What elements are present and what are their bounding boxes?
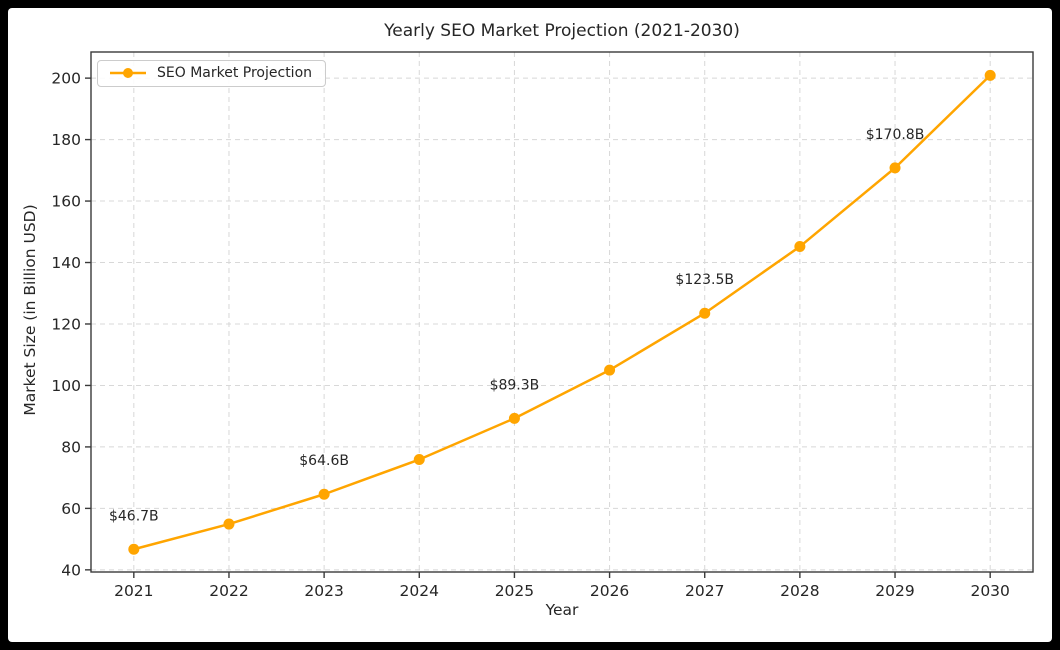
plot-canvas: 40 60 80 100 120 140 160 180 200 2021 2022 2023 2024…	[51, 51, 1034, 600]
x-tick-label: 2025	[495, 582, 534, 600]
chart-title: Yearly SEO Market Projection (2021-2030)	[384, 21, 740, 41]
data-point-2021	[128, 543, 140, 555]
legend-line-sample	[110, 68, 146, 78]
data-point-2029	[889, 162, 901, 174]
annotation-label: $170.8B	[866, 127, 925, 143]
y-tick-label: 120	[51, 315, 81, 333]
x-tick-label: 2026	[590, 582, 629, 600]
y-axis-label: Market Size (in Billion USD)	[21, 204, 39, 416]
y-tick-label: 180	[51, 131, 81, 149]
data-point-2026	[604, 364, 616, 376]
data-point-2028	[794, 241, 806, 253]
data-point-2022	[223, 518, 235, 530]
data-point-2027	[699, 307, 711, 319]
axes-spines	[90, 51, 1034, 573]
legend-label: SEO Market Projection	[157, 65, 313, 81]
annotation-label: $123.5B	[675, 272, 734, 288]
x-tick-label: 2029	[875, 582, 914, 600]
annotation-label: $89.3B	[490, 377, 540, 393]
y-tick-label: 140	[51, 254, 81, 272]
data-point-2024	[413, 454, 425, 466]
data-line	[132, 74, 992, 551]
y-tick-label: 100	[51, 377, 81, 395]
x-tick-label: 2024	[400, 582, 439, 600]
x-tick-label: 2022	[209, 582, 248, 600]
annotation-label: $64.6B	[299, 453, 349, 469]
legend: SEO Market Projection	[97, 60, 327, 87]
x-tick-label: 2023	[304, 582, 343, 600]
y-tick-label: 60	[61, 500, 81, 518]
x-tick-label: 2021	[114, 582, 153, 600]
data-point-2025	[508, 412, 520, 424]
x-tick-label: 2027	[685, 582, 724, 600]
x-tick-label: 2028	[780, 582, 819, 600]
x-tick-label: 2030	[970, 582, 1009, 600]
x-axis-label: Year	[545, 601, 579, 619]
annotation-label: $46.7B	[109, 508, 159, 524]
data-point-2030	[984, 69, 996, 81]
y-tick-label: 40	[61, 561, 81, 579]
data-point-2023	[318, 488, 330, 500]
chart-figure: 40 60 80 100 120 140 160 180 200 2021 2022 2023 2024…	[8, 8, 1052, 642]
y-tick-label: 200	[51, 70, 81, 88]
y-tick-label: 80	[61, 438, 81, 456]
y-tick-label: 160	[51, 193, 81, 211]
